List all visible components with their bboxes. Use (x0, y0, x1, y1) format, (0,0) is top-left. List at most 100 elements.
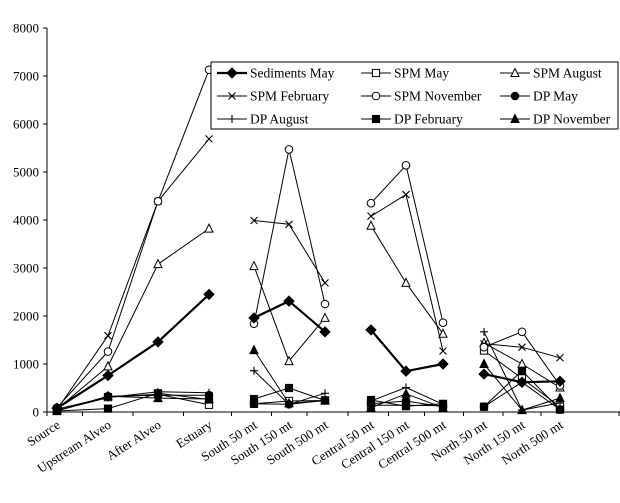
x-tick-label: Source (24, 417, 63, 449)
data-point (554, 375, 566, 387)
data-point (249, 344, 259, 355)
data-point (517, 366, 527, 375)
series-sediments-may (51, 288, 566, 414)
data-point (320, 312, 330, 322)
data-point (479, 342, 489, 352)
legend-item: DP May (500, 89, 578, 104)
y-tick-label: 1000 (13, 357, 39, 372)
y-tick-label: 0 (33, 405, 40, 420)
data-point (555, 405, 565, 414)
data-point (366, 220, 376, 230)
legend-marker (510, 91, 520, 101)
data-point (203, 288, 215, 301)
data-point (204, 223, 214, 233)
legend-label: SPM February (250, 89, 329, 104)
legend-item: SPM August (500, 66, 602, 81)
data-point (152, 336, 164, 348)
y-tick-labels: 0 1000 2000 3000 4000 5000 6000 7000 8000 (13, 21, 39, 420)
series-line (56, 392, 210, 412)
data-point (517, 404, 527, 415)
data-point (400, 365, 412, 377)
data-point (205, 134, 213, 143)
data-point (366, 402, 376, 412)
series-line (56, 69, 210, 409)
legend-marker (510, 67, 520, 77)
legend-marker (228, 92, 236, 100)
data-point (153, 258, 163, 269)
legend-item: DP August (217, 112, 309, 127)
data-point (204, 393, 214, 404)
legend-label: SPM November (394, 89, 482, 104)
data-point (284, 355, 294, 366)
data-point (401, 402, 411, 411)
legend-label: SPM August (533, 66, 602, 81)
data-point (321, 278, 329, 287)
series-spm-august (52, 220, 565, 414)
data-point (439, 347, 447, 355)
series-line (370, 194, 444, 352)
legend-item: DP November (500, 112, 611, 127)
data-point (284, 397, 294, 408)
data-point (103, 404, 113, 413)
data-point (556, 353, 564, 362)
data-point (438, 328, 448, 338)
legend-label: DP May (533, 89, 578, 104)
data-point (516, 376, 528, 388)
legend-marker (371, 91, 381, 101)
legend-item: Sediments May (217, 66, 335, 81)
legend-item: SPM February (217, 89, 329, 104)
data-point (478, 368, 490, 380)
data-point (320, 394, 330, 405)
legend-label: DP February (394, 112, 463, 127)
data-point (284, 145, 294, 154)
data-point (438, 402, 448, 412)
data-point (250, 366, 258, 375)
series-line (56, 228, 210, 410)
data-point (320, 299, 330, 309)
data-point (401, 277, 411, 287)
y-tick-label: 5000 (13, 165, 39, 180)
data-point (401, 160, 411, 170)
series-line (370, 329, 444, 373)
y-tick-label: 3000 (13, 261, 39, 276)
series-line (56, 395, 210, 412)
data-point (283, 295, 295, 307)
data-point (479, 402, 489, 411)
data-point (517, 358, 527, 368)
series-line (56, 138, 210, 410)
data-point (284, 383, 294, 393)
series-dp-november (52, 344, 565, 416)
legend-item: SPM November (361, 89, 482, 104)
legend-label: Sediments May (250, 66, 335, 81)
series-line (253, 220, 326, 284)
data-point (249, 260, 259, 271)
y-tick-label: 4000 (13, 213, 39, 228)
y-tick-label: 7000 (13, 69, 39, 84)
data-point (51, 402, 63, 414)
data-point (103, 347, 113, 356)
legend-marker (371, 114, 381, 124)
data-point (555, 392, 565, 403)
data-point (518, 343, 526, 352)
data-point (103, 390, 113, 401)
legend-label: DP August (250, 112, 309, 127)
data-point (153, 196, 163, 206)
chart-series (51, 65, 566, 416)
data-point (366, 198, 376, 208)
data-point (367, 212, 375, 221)
data-point (437, 358, 449, 370)
legend-item: SPM May (361, 66, 449, 81)
legend-label: DP November (533, 112, 611, 127)
y-tick-label: 8000 (13, 21, 39, 36)
y-tick-label: 6000 (13, 117, 39, 132)
data-point (365, 324, 377, 336)
data-point (479, 358, 489, 368)
data-point (153, 392, 163, 403)
x-tick-label: After Alveo (104, 417, 164, 463)
data-point (480, 327, 488, 336)
data-point (402, 190, 410, 199)
data-point (102, 369, 114, 382)
legend-marker (228, 115, 236, 123)
